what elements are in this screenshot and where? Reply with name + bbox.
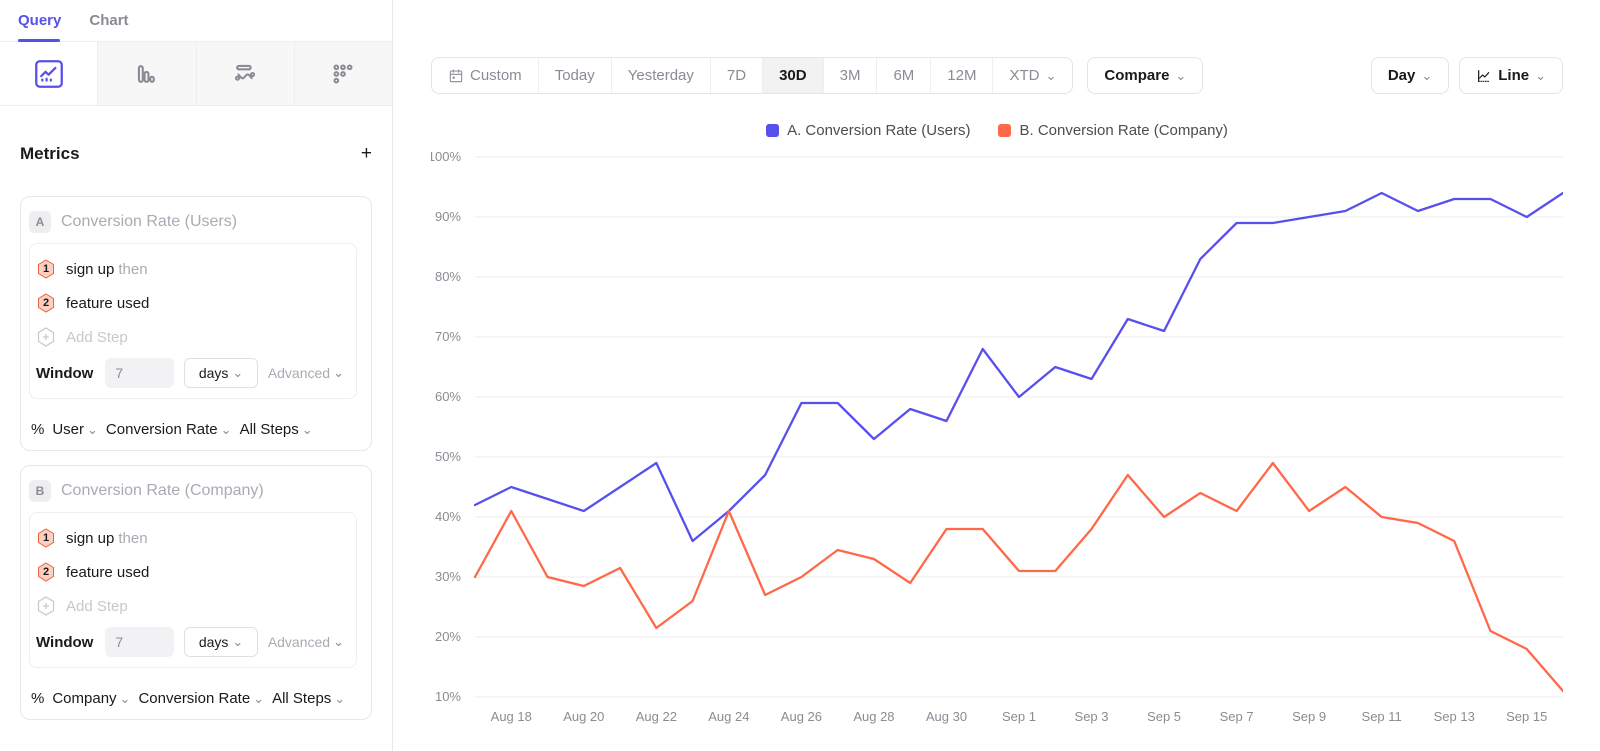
svg-text:Aug 22: Aug 22 — [636, 709, 677, 724]
svg-text:Sep 11: Sep 11 — [1362, 709, 1402, 724]
svg-text:Sep 5: Sep 5 — [1147, 709, 1181, 724]
svg-text:Sep 15: Sep 15 — [1506, 709, 1547, 724]
svg-text:70%: 70% — [435, 329, 461, 344]
svg-text:Sep 9: Sep 9 — [1292, 709, 1326, 724]
svg-text:20%: 20% — [435, 629, 461, 644]
svg-text:Aug 24: Aug 24 — [708, 709, 749, 724]
svg-text:80%: 80% — [435, 269, 461, 284]
svg-text:Sep 7: Sep 7 — [1220, 709, 1254, 724]
svg-text:Aug 18: Aug 18 — [491, 709, 532, 724]
svg-text:Aug 30: Aug 30 — [926, 709, 967, 724]
svg-text:30%: 30% — [435, 569, 461, 584]
svg-text:100%: 100% — [431, 149, 461, 164]
svg-text:60%: 60% — [435, 389, 461, 404]
svg-text:Aug 28: Aug 28 — [853, 709, 894, 724]
svg-text:Sep 13: Sep 13 — [1434, 709, 1475, 724]
svg-text:50%: 50% — [435, 449, 461, 464]
svg-text:Aug 20: Aug 20 — [563, 709, 604, 724]
svg-text:40%: 40% — [435, 509, 461, 524]
svg-text:10%: 10% — [435, 689, 461, 704]
svg-text:Sep 3: Sep 3 — [1075, 709, 1109, 724]
svg-text:90%: 90% — [435, 209, 461, 224]
svg-text:Aug 26: Aug 26 — [781, 709, 822, 724]
svg-text:Sep 1: Sep 1 — [1002, 709, 1036, 724]
